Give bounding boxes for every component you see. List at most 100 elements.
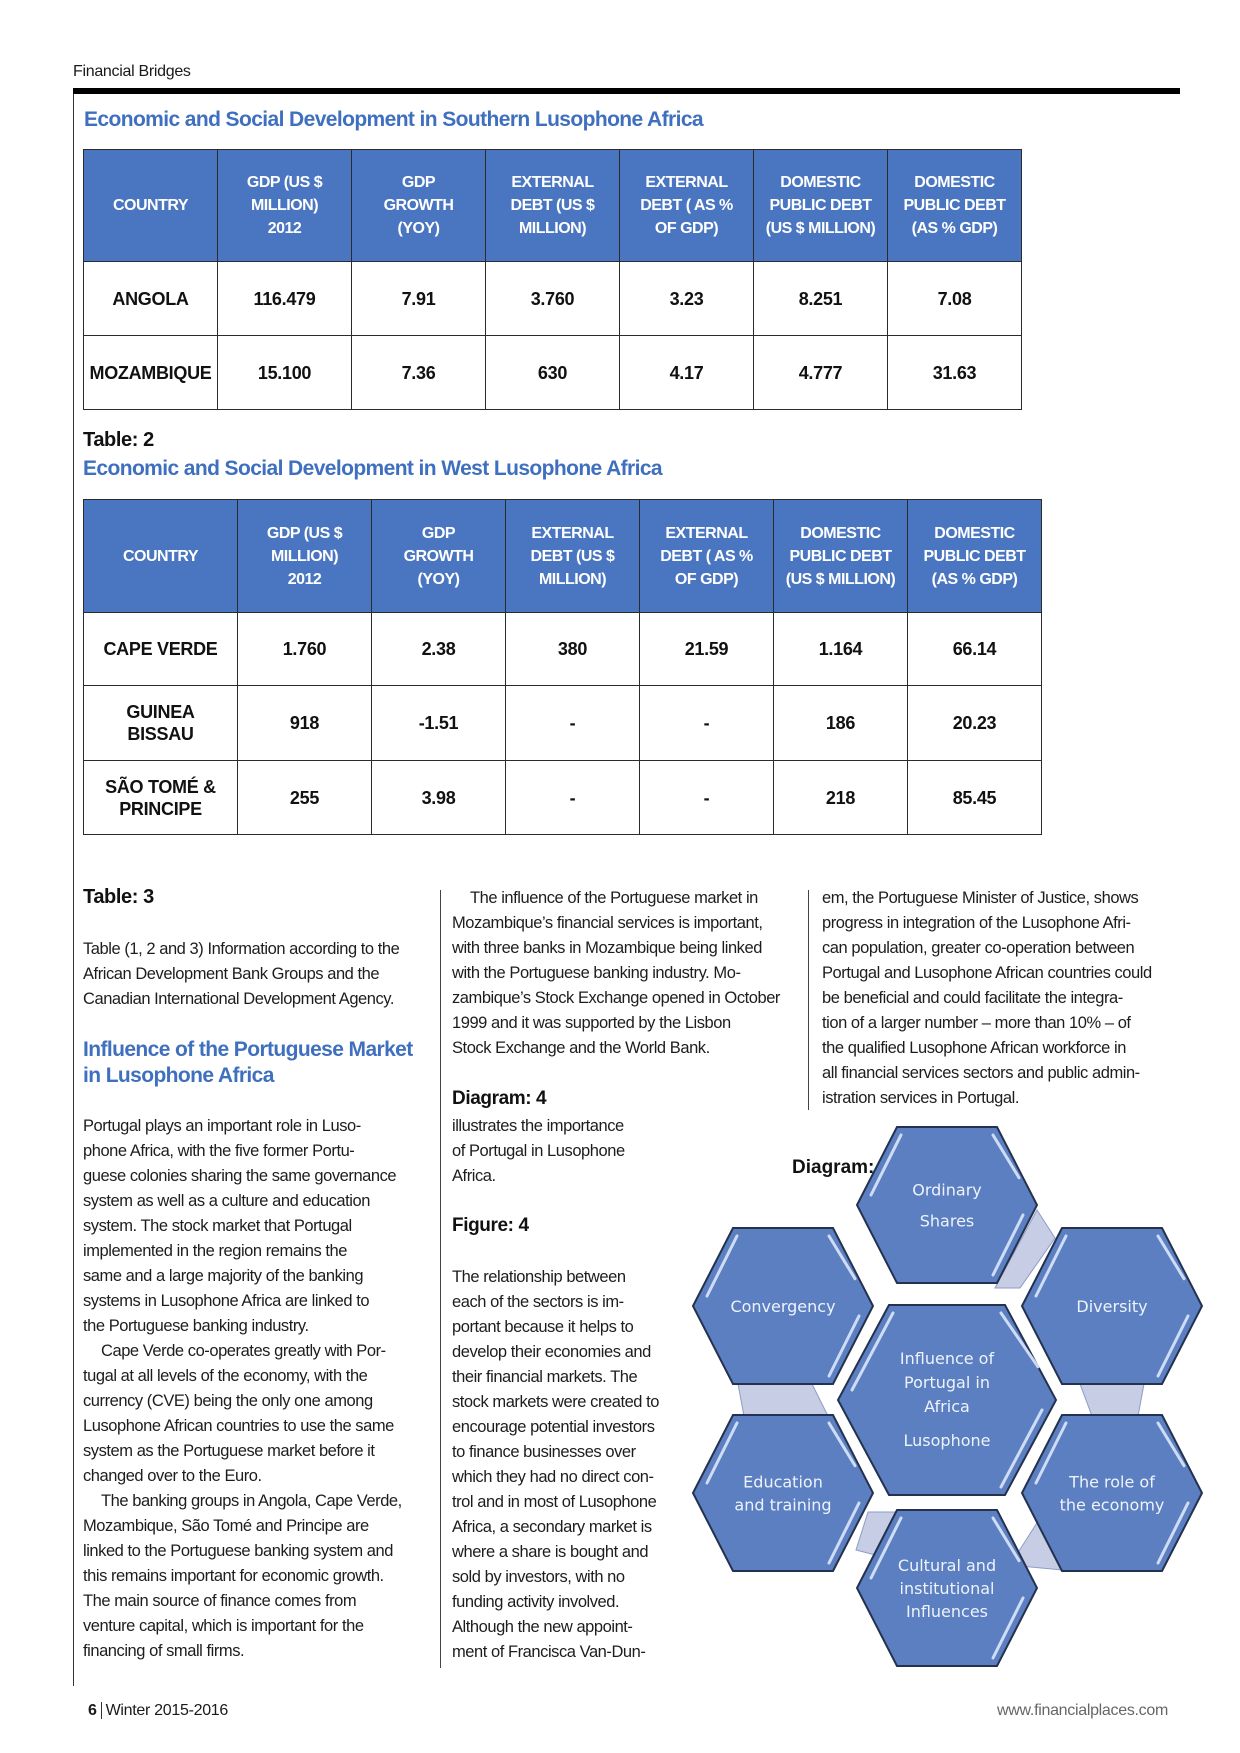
table-cell: 116.479 — [217, 261, 352, 336]
text-line: with the Portuguese banking industry. Mo… — [452, 964, 741, 982]
text-line: illustrates the importance — [452, 1117, 624, 1135]
table-cell: 7.91 — [351, 261, 486, 336]
text-line: trol and in most of Lusophone — [452, 1493, 657, 1511]
table-cell: 630 — [485, 335, 620, 410]
column-header: EXTERNAL DEBT ( AS % OF GDP) — [639, 499, 774, 613]
table-west-lusophone: COUNTRY GDP (US $ MILLION) 2012 GDP GROWTH (YO… — [83, 499, 1042, 835]
text-line: tion of a larger number – more than 10% … — [822, 1014, 1131, 1032]
text-line: The banking groups in Angola, Cape Verde… — [101, 1492, 402, 1510]
right-paragraph: em, the Portuguese Minister of Justice, … — [822, 886, 1152, 1111]
text-line: Africa, a secondary market is — [452, 1518, 652, 1536]
diagram-title: Diagram: 4 — [792, 1157, 891, 1178]
table-cell: 380 — [505, 612, 640, 686]
text-line: financing of small firms. — [83, 1642, 245, 1660]
text-line: funding activity involved. — [452, 1593, 620, 1611]
table-cell: - — [505, 760, 640, 835]
text-line: Stock Exchange and the World Bank. — [452, 1039, 710, 1057]
page-number: 6 — [88, 1702, 97, 1719]
text-line: Canadian International Development Agenc… — [83, 990, 395, 1008]
hexagon-label: Influences — [906, 1602, 988, 1621]
hexagon-top: Ordinary Shares — [855, 1126, 1039, 1284]
hexagon-label: Ordinary — [912, 1181, 981, 1200]
column-header: GDP (US $ MILLION) 2012 — [217, 149, 352, 262]
table2-label: Table: 2 — [83, 429, 154, 451]
hexagon-label: Lusophone — [904, 1431, 991, 1450]
table-cell: 8.251 — [753, 261, 888, 336]
column-divider — [440, 890, 441, 1668]
text-line: tugal at all levels of the economy, with… — [83, 1367, 368, 1385]
left-margin-rule — [73, 94, 74, 1686]
table-row: SÃO TOMÉ & PRINCIPE 255 3.98- -218 85.45 — [83, 760, 1042, 835]
text-line: systems in Lusophone Africa are linked t… — [83, 1292, 370, 1310]
hexagon-label: institutional — [900, 1579, 995, 1598]
hexagon-label: Portugal in — [904, 1373, 990, 1392]
table-cell: - — [639, 685, 774, 761]
text-line: Mozambique’s financial services is impor… — [452, 914, 763, 932]
table-row: GUINEA BISSAU 918 -1.51- -186 20.23 — [83, 685, 1042, 761]
text-line: Portugal plays an important role in Luso… — [83, 1117, 361, 1135]
hexagon-lower-right: The role of the economy — [1020, 1414, 1204, 1572]
table-cell: 3.23 — [619, 261, 754, 336]
text-line: African Development Bank Groups and the — [83, 965, 380, 983]
table-cell: 4.777 — [753, 335, 888, 410]
table-cell: 4.17 — [619, 335, 754, 410]
text-line: Africa. — [452, 1167, 496, 1185]
left-body: Portugal plays an important role in Luso… — [83, 1114, 402, 1664]
column-header: EXTERNAL DEBT ( AS % OF GDP) — [619, 149, 754, 262]
text-line: Table (1, 2 and 3) Information according… — [83, 940, 400, 958]
text-line: Lusophone African countries to use the s… — [83, 1417, 394, 1435]
country-cell: SÃO TOMÉ & PRINCIPE — [83, 760, 238, 835]
column-header: DOMESTIC PUBLIC DEBT (US $ MILLION) — [753, 149, 888, 262]
section-heading: Influence of the Portuguese Market in Lus… — [83, 1037, 413, 1089]
hexagon-diagram: Diagram: 4 Ordinary Shares Convergency Dive… — [691, 1126, 1204, 1667]
table-cell: 20.23 — [907, 685, 1042, 761]
table-cell: 3.760 — [485, 261, 620, 336]
hexagon-bottom: Cultural and institutional Influences — [855, 1509, 1039, 1667]
text-line: ment of Francisca Van-Dun- — [452, 1643, 646, 1661]
country-cell: CAPE VERDE — [83, 612, 238, 686]
text-line: Cape Verde co-operates greatly with Por- — [101, 1342, 386, 1360]
table-cell: 85.45 — [907, 760, 1042, 835]
column-header: DOMESTIC PUBLIC DEBT (AS % GDP) — [887, 149, 1022, 262]
table-cell: 218 — [773, 760, 908, 835]
hexagon-label: The role of — [1068, 1473, 1155, 1492]
hexagon-label: Education — [743, 1473, 823, 1492]
country-cell: ANGOLA — [83, 261, 218, 336]
column-header: COUNTRY — [83, 499, 238, 613]
middle-paragraph: The influence of the Portuguese market i… — [452, 886, 780, 1061]
country-cell: MOZAMBIQUE — [83, 335, 218, 410]
diagram-label: Diagram: 4 — [452, 1088, 547, 1109]
table3-label: Table: 3 — [83, 886, 154, 908]
text-line: phone Africa, with the five former Portu… — [83, 1142, 355, 1160]
table2-title: Economic and Social Development in West … — [83, 457, 663, 480]
column-header: DOMESTIC PUBLIC DEBT (AS % GDP) — [907, 499, 1042, 613]
text-line: venture capital, which is important for … — [83, 1617, 364, 1635]
text-line: Mozambique, São Tomé and Principe are — [83, 1517, 369, 1535]
table-cell: 15.100 — [217, 335, 352, 410]
text-line: in Lusophone Africa — [83, 1064, 274, 1087]
table-cell: 2.38 — [371, 612, 506, 686]
footer-issue: 6 Winter 2015-2016 — [88, 1702, 228, 1720]
text-line: can population, greater co-operation bet… — [822, 939, 1135, 957]
text-line: Influence of the Portuguese Market — [83, 1038, 413, 1061]
table-header-row: COUNTRY GDP (US $ MILLION) 2012 GDP GROWTH (YO… — [83, 149, 1022, 262]
table-header-row: COUNTRY GDP (US $ MILLION) 2012 GDP GROWTH (YO… — [83, 499, 1042, 613]
table-cell: 918 — [237, 685, 372, 761]
text-line: system as the Portuguese market before i… — [83, 1442, 375, 1460]
table-cell: 7.08 — [887, 261, 1022, 336]
table-row: ANGOLA 116.479 7.91 3.760 3.23 8.251 7.08 — [83, 261, 1022, 336]
table-cell: 3.98 — [371, 760, 506, 835]
text-line: of Portugal in Lusophone — [452, 1142, 625, 1160]
text-line: the Portuguese banking industry. — [83, 1317, 309, 1335]
text-line: em, the Portuguese Minister of Justice, … — [822, 889, 1139, 907]
figure-text: The relationship between each of the sect… — [452, 1265, 659, 1665]
table-cell: 66.14 — [907, 612, 1042, 686]
table-cell: 1.164 — [773, 612, 908, 686]
header-rule — [73, 88, 1180, 94]
footer-website[interactable]: www.financialplaces.com — [997, 1702, 1168, 1719]
table-cell: 21.59 — [639, 612, 774, 686]
figure-label: Figure: 4 — [452, 1215, 529, 1236]
hexagon-label: Africa — [924, 1397, 970, 1416]
text-line: The relationship between — [452, 1268, 626, 1286]
